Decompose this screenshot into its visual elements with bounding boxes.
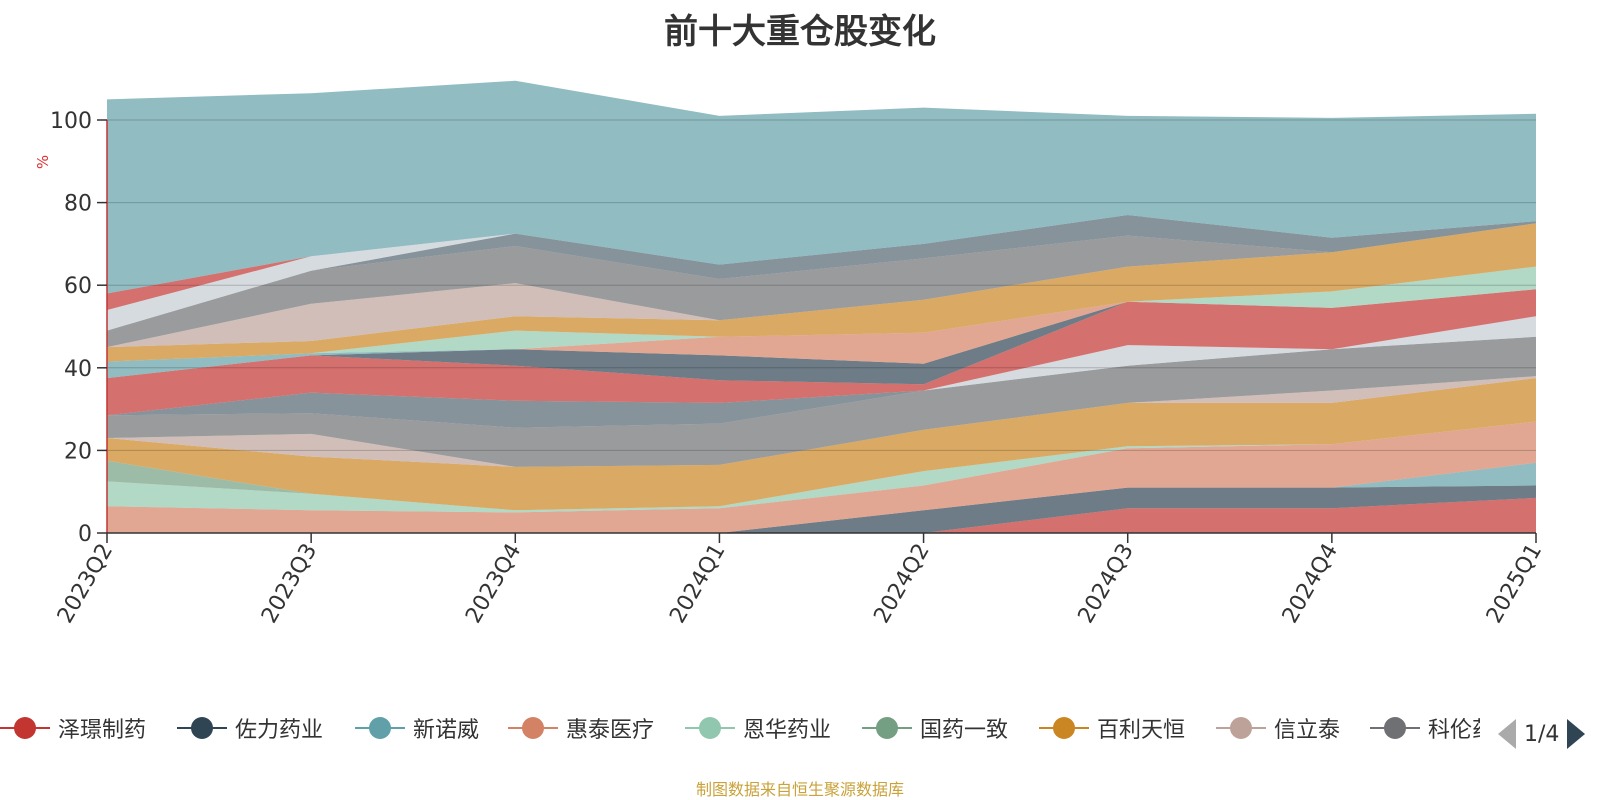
legend-label: 恩华药业 xyxy=(743,718,832,743)
y-tick-label: 20 xyxy=(64,439,92,464)
legend-circle-icon xyxy=(862,708,912,748)
chart-title: 前十大重仓股变化 xyxy=(664,12,936,52)
x-tick-label: 2025Q1 xyxy=(1482,540,1547,628)
triangle-right-icon[interactable] xyxy=(1567,719,1586,749)
legend-circle-icon xyxy=(508,708,558,748)
area-series-15[interactable] xyxy=(107,266,1536,362)
legend-item[interactable]: 百利天恒 xyxy=(1039,708,1185,748)
area-series-18[interactable] xyxy=(107,223,1536,348)
area-series-12[interactable] xyxy=(107,289,1536,385)
x-tick-label: 2023Q4 xyxy=(461,540,526,628)
legend-item[interactable]: 佐力药业 xyxy=(177,708,323,748)
legend-label: 佐力药业 xyxy=(235,718,324,743)
legend: 泽璟制药 佐力药业 新诺威 惠泰医疗 恩华药业 国药一致 百利天恒 信立泰 科伦药业 xyxy=(0,708,1480,748)
legend-label: 科伦药业 xyxy=(1428,718,1480,743)
legend-label: 新诺威 xyxy=(413,718,480,743)
area-series-4[interactable] xyxy=(107,421,1536,513)
legend-circle-icon xyxy=(355,708,405,748)
legend-item[interactable]: 泽璟制药 xyxy=(0,708,146,748)
legend-circle-icon xyxy=(0,708,50,748)
area-series-22[interactable] xyxy=(107,80,1536,294)
x-tick-label: 2024Q1 xyxy=(665,540,730,628)
legend-item[interactable]: 国药一致 xyxy=(862,708,1008,748)
y-tick-label: 40 xyxy=(64,357,92,382)
area-series-14[interactable] xyxy=(107,289,1536,364)
source-note: 制图数据来自恒生聚源数据库 xyxy=(695,780,904,799)
legend-label: 惠泰医疗 xyxy=(566,718,655,743)
area-series-17[interactable] xyxy=(107,223,1536,348)
legend-circle-icon xyxy=(685,708,735,748)
triangle-left-icon[interactable] xyxy=(1498,719,1516,749)
area-series-3[interactable] xyxy=(107,421,1536,534)
area-series-11[interactable] xyxy=(107,289,1536,416)
legend-item[interactable]: 恩华药业 xyxy=(685,708,831,748)
legend-page-indicator: 1/4 xyxy=(1524,721,1560,747)
area-series-16[interactable] xyxy=(107,223,1536,362)
legend-item[interactable]: 新诺威 xyxy=(355,708,479,748)
area-series-8[interactable] xyxy=(107,336,1536,467)
legend-item[interactable]: 科伦药业 xyxy=(1370,708,1480,748)
legend-label: 国药一致 xyxy=(920,718,1009,743)
area-series-0[interactable] xyxy=(107,497,1536,533)
legend-label: 泽璟制药 xyxy=(58,718,147,743)
area-series-19[interactable] xyxy=(107,215,1536,331)
area-series-9[interactable] xyxy=(107,336,1536,428)
y-tick-label: 100 xyxy=(50,109,92,134)
legend-item[interactable]: 惠泰医疗 xyxy=(508,708,654,748)
legend-label: 百利天恒 xyxy=(1097,718,1186,743)
y-tick-label: 60 xyxy=(64,274,92,299)
x-tick-label: 2023Q3 xyxy=(257,540,322,628)
legend-pager: 1/4 xyxy=(1498,717,1586,751)
legend-item[interactable]: 信立泰 xyxy=(1216,708,1340,748)
legend-circle-icon xyxy=(177,708,227,748)
legend-circle-icon xyxy=(1370,708,1420,748)
x-tick-label: 2023Q2 xyxy=(53,540,118,628)
legend-circle-icon xyxy=(1039,708,1089,748)
area-series-6[interactable] xyxy=(107,378,1536,511)
y-tick-label: 80 xyxy=(64,192,92,217)
y-axis-label: % xyxy=(34,155,52,169)
legend-circle-icon xyxy=(1216,708,1266,748)
area-series-layer xyxy=(107,80,1536,534)
area-series-1[interactable] xyxy=(107,485,1536,534)
y-tick-label: 0 xyxy=(78,522,92,547)
x-tick-label: 2024Q2 xyxy=(869,540,934,628)
x-tick-label: 2024Q4 xyxy=(1278,540,1343,628)
legend-label: 信立泰 xyxy=(1274,718,1341,743)
x-tick-label: 2024Q3 xyxy=(1074,540,1139,628)
